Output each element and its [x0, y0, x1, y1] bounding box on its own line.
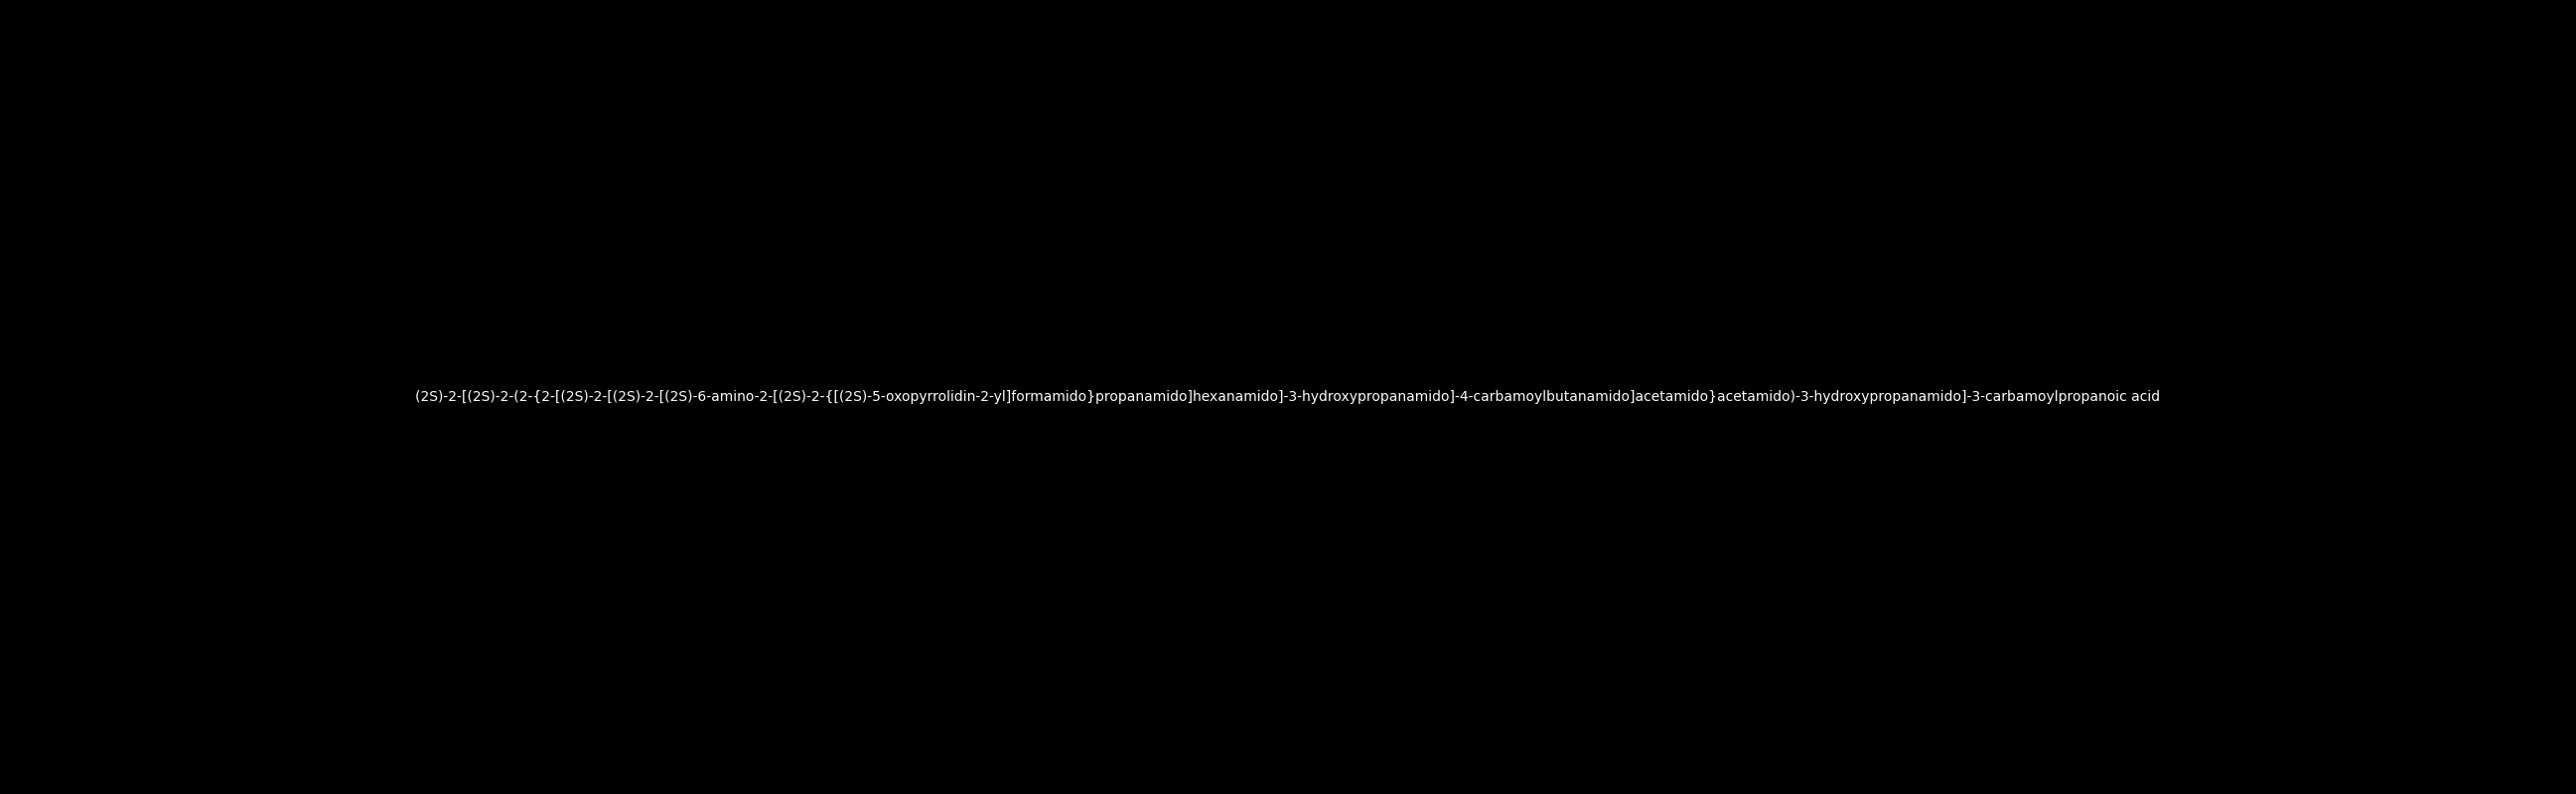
Text: (2S)-2-[(2S)-2-(2-{2-[(2S)-2-[(2S)-2-[(2S)-6-amino-2-[(2S)-2-{[(2S)-5-oxopyrroli: (2S)-2-[(2S)-2-(2-{2-[(2S)-2-[(2S)-2-[(2… [415, 390, 2161, 404]
